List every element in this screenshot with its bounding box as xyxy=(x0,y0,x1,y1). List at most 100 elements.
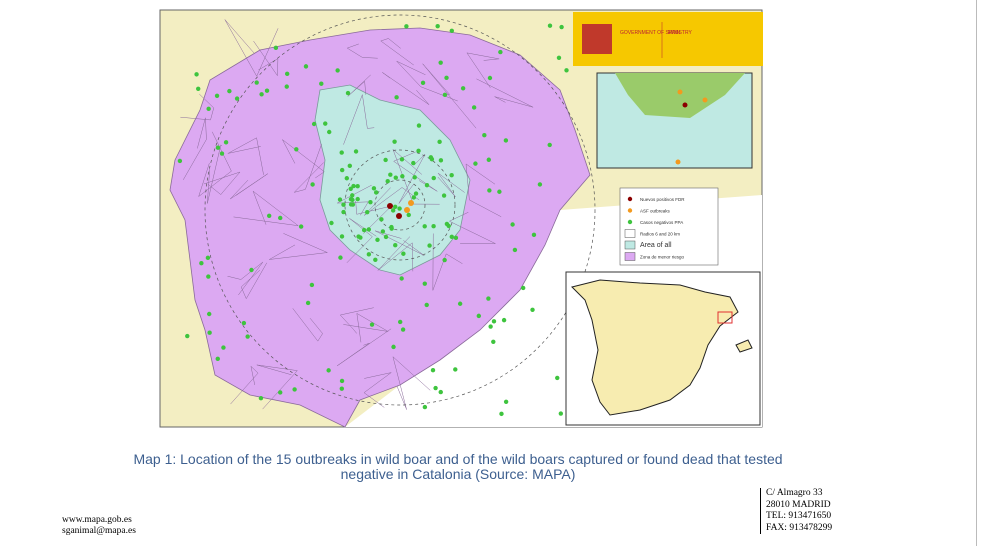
negative-case xyxy=(449,172,454,178)
negative-case xyxy=(278,215,283,221)
coat-of-arms xyxy=(582,24,612,54)
address: C/ Almagro 33 28010 MADRID TEL: 91347165… xyxy=(760,488,832,534)
negative-case xyxy=(375,237,380,243)
radius-ring xyxy=(344,149,456,261)
negative-case xyxy=(491,339,496,344)
region-border xyxy=(363,187,420,216)
negative-case xyxy=(254,80,259,85)
negative-case xyxy=(335,68,340,73)
negative-case xyxy=(556,55,562,60)
negative-case xyxy=(530,307,535,313)
negative-case xyxy=(442,257,447,263)
legend-swatch xyxy=(627,208,633,213)
negative-case xyxy=(366,252,372,257)
negative-case xyxy=(327,129,332,135)
negative-case xyxy=(185,333,190,339)
negative-case xyxy=(351,183,356,189)
negative-case xyxy=(227,88,232,94)
region-border xyxy=(465,163,502,217)
legend-swatch xyxy=(624,229,636,238)
negative-case xyxy=(397,319,403,325)
negative-case xyxy=(258,396,264,401)
legend-label: Area of all xyxy=(640,242,672,249)
negative-case xyxy=(406,212,411,218)
negative-case xyxy=(294,147,299,152)
negative-case xyxy=(391,344,396,350)
negative-case xyxy=(449,28,455,33)
negative-case xyxy=(215,356,220,362)
negative-case xyxy=(488,324,493,329)
region-border xyxy=(339,307,374,334)
negative-case xyxy=(401,251,406,256)
negative-case xyxy=(339,150,344,155)
negative-case xyxy=(348,202,354,207)
negative-case xyxy=(404,24,409,29)
region-border xyxy=(292,308,323,342)
address-line: FAX: 913478299 xyxy=(766,522,833,533)
negative-case xyxy=(310,182,315,187)
website: www.mapa.gob.es xyxy=(62,515,132,525)
negative-case xyxy=(383,157,388,163)
negative-case xyxy=(264,88,270,93)
negative-case xyxy=(435,23,440,29)
negative-case xyxy=(326,368,331,373)
inset-mark xyxy=(682,102,688,108)
region-border xyxy=(380,38,414,66)
negative-case xyxy=(400,327,406,332)
negative-case xyxy=(431,175,436,181)
negative-case xyxy=(457,301,463,306)
negative-case xyxy=(446,223,451,229)
legend xyxy=(619,187,719,266)
negative-case xyxy=(393,204,398,210)
negative-case xyxy=(429,156,435,162)
infected-zone xyxy=(314,84,471,276)
negative-case xyxy=(564,68,569,73)
negative-case xyxy=(341,209,346,215)
caption-line: Map 1: Location of the 15 outbreaks in w… xyxy=(133,451,783,467)
negative-case xyxy=(339,378,345,384)
negative-case xyxy=(501,317,507,323)
spain xyxy=(571,279,739,416)
negative-case xyxy=(520,285,526,291)
negative-case xyxy=(259,92,264,97)
negative-case xyxy=(400,174,405,179)
negative-case xyxy=(503,399,509,404)
negative-case xyxy=(399,157,405,162)
negative-case xyxy=(338,255,343,260)
negative-case xyxy=(460,86,466,91)
negative-case xyxy=(241,320,247,326)
negative-case xyxy=(234,96,240,101)
negative-case xyxy=(389,226,394,231)
negative-case xyxy=(438,60,443,65)
negative-case xyxy=(411,195,417,200)
negative-case xyxy=(433,385,438,391)
negative-case xyxy=(383,234,389,240)
negative-case xyxy=(245,334,250,339)
negative-case xyxy=(512,247,518,253)
negative-case xyxy=(453,367,458,372)
negative-case xyxy=(430,368,436,373)
region-border xyxy=(224,19,279,77)
logo-text: MINISTRY xyxy=(668,30,692,36)
negative-case xyxy=(345,90,351,96)
negative-case xyxy=(473,161,478,166)
negative-case xyxy=(555,375,560,381)
negative-case xyxy=(420,80,426,86)
negative-case xyxy=(221,345,226,350)
negative-case xyxy=(344,176,350,181)
region-border xyxy=(207,144,223,204)
negative-case xyxy=(442,92,448,98)
negative-case xyxy=(303,64,309,69)
negative-case xyxy=(416,148,421,154)
region-border xyxy=(375,230,425,256)
negative-case xyxy=(397,206,402,211)
negative-case xyxy=(196,86,201,91)
legend-label: Zona de menor riesgo xyxy=(640,255,685,260)
legend-label: Radios 6 and 20 km xyxy=(640,232,680,237)
region-border xyxy=(448,212,496,244)
map: GOVERNMENT OF SPAIN MINISTRY Nuevos posi… xyxy=(159,9,763,428)
address-line: C/ Almagro 33 xyxy=(766,488,823,498)
negative-case xyxy=(531,232,537,238)
region-border xyxy=(230,173,268,200)
